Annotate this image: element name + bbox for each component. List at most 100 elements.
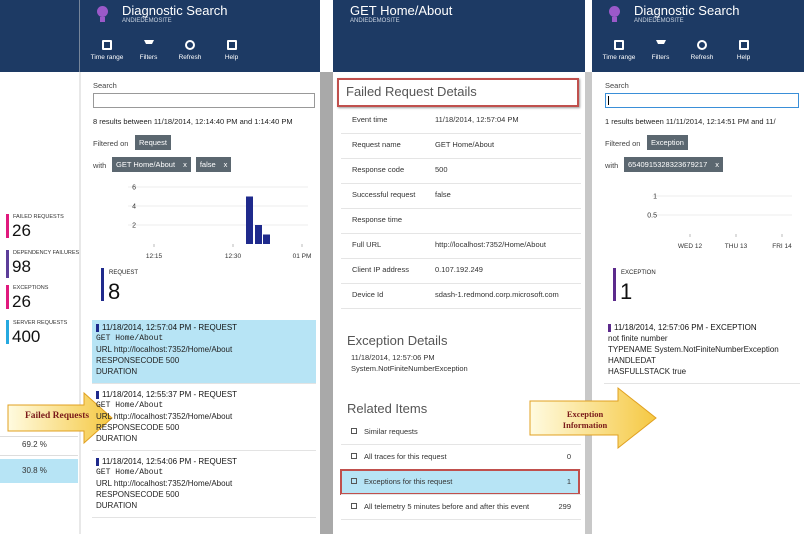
metric-bar [6, 285, 9, 309]
result-item[interactable] [92, 387, 316, 451]
with-chip[interactable]: false x [195, 157, 232, 172]
related-icon [351, 428, 357, 434]
toolbar-label[interactable]: Filters [139, 54, 158, 61]
toolbar-label[interactable]: Refresh [690, 54, 714, 61]
related-count: 0 [566, 452, 571, 461]
field-label: Successful request [352, 190, 416, 199]
field-label: Request name [352, 140, 401, 149]
field-row [341, 209, 581, 234]
chip-close[interactable]: x [715, 160, 720, 169]
toolbar-label[interactable]: Help [736, 54, 751, 61]
results-text: 1 results between 11/11/2014, 12:14:51 P… [605, 117, 776, 126]
field-value: http://localhost:7352/Home/About [435, 240, 546, 249]
toolbar-icon[interactable] [738, 40, 749, 50]
x-tick-label: THU 13 [725, 243, 748, 250]
result-item[interactable] [92, 320, 316, 384]
with-label: with [605, 161, 619, 170]
toolbar-icon[interactable] [102, 40, 112, 50]
blade-icon [97, 6, 108, 17]
toolbar-icon[interactable] [226, 40, 237, 50]
item-marker [608, 324, 611, 332]
toolbar-icon[interactable] [655, 40, 666, 48]
percent-row [0, 436, 78, 456]
item-line: HASFULLSTACK true [608, 367, 687, 376]
toolbar-label[interactable]: Filters [651, 54, 670, 61]
item-marker [96, 458, 99, 466]
metric-label: SERVER REQUESTS [13, 320, 68, 326]
percent-label: 69.2 % [22, 440, 47, 449]
x-tick-label: FRI 14 [772, 243, 792, 250]
section-title: Failed Request Details [346, 84, 477, 99]
percent-label: 30.8 % [22, 466, 47, 475]
toolbar-label[interactable]: Refresh [178, 54, 202, 61]
with-label: with [93, 161, 107, 170]
item-header: 11/18/2014, 12:55:37 PM - REQUEST [102, 390, 238, 399]
field-label: Full URL [352, 240, 382, 249]
metric-label: DEPENDENCY FAILURES [13, 250, 80, 256]
blade-title: GET Home/About [350, 3, 453, 18]
field-row [341, 259, 581, 284]
related-label: All traces for this request [364, 452, 447, 461]
filtered-label: Filtered on [605, 139, 641, 148]
filter-chip[interactable]: Request [135, 135, 171, 150]
toolbar-label[interactable]: Help [224, 54, 239, 61]
with-chip[interactable]: 6540915328323679217 x [624, 157, 724, 172]
metric-value: 98 [12, 257, 31, 276]
toolbar-icon[interactable] [185, 40, 195, 50]
x-tick-label: 12:30 [225, 253, 242, 260]
separator [585, 72, 592, 534]
callout-text: Failed Requests [24, 411, 90, 421]
caret [608, 96, 609, 105]
toolbar-icon[interactable] [614, 40, 624, 50]
field-label: Event time [352, 115, 388, 124]
related-row[interactable] [341, 420, 581, 445]
related-row[interactable] [341, 495, 581, 520]
toolbar-icon[interactable] [697, 40, 707, 50]
section-box [337, 78, 579, 107]
metric-value: 26 [12, 292, 31, 311]
exception-title: Exception Details [347, 333, 448, 348]
item-line: RESPONSECODE 500 [96, 490, 180, 499]
blade-subtitle: ANDIEDEMOSITE [122, 18, 172, 24]
exception-line: System.NotFiniteNumberException [351, 364, 468, 373]
item-line: RESPONSECODE 500 [96, 423, 180, 432]
x-tick-label: WED 12 [678, 243, 703, 250]
item-header: 11/18/2014, 12:57:04 PM - REQUEST [102, 323, 238, 332]
blade-subtitle: ANDIEDEMOSITE [350, 18, 400, 24]
results-text: 8 results between 11/18/2014, 12:14:40 P… [93, 117, 293, 126]
item-line: RESPONSECODE 500 [96, 356, 180, 365]
search-input[interactable] [605, 93, 799, 108]
toolbar-icon[interactable] [143, 40, 154, 48]
related-label: All telemetry 5 minutes before and after… [364, 502, 530, 511]
field-value: 500 [435, 165, 448, 174]
item-line: URL http://localhost:7352/Home/About [96, 412, 233, 421]
metric-label: FAILED REQUESTS [13, 214, 64, 220]
blade-icon [609, 6, 620, 17]
field-row [341, 184, 581, 209]
field-row [341, 234, 581, 259]
related-row[interactable] [341, 470, 581, 495]
toolbar-label[interactable]: Time range [90, 54, 124, 61]
callout-arrow [529, 386, 657, 450]
related-count: 299 [558, 502, 571, 511]
item-line: not finite number [608, 334, 668, 343]
filter-chip[interactable]: Exception [647, 135, 688, 150]
field-label: Response code [352, 165, 405, 174]
y-tick-label: 1 [653, 194, 657, 201]
search-input[interactable] [93, 93, 315, 108]
chip-close[interactable]: x [183, 160, 187, 169]
y-tick-label: 2 [132, 223, 136, 230]
result-item[interactable] [604, 320, 800, 384]
item-line: DURATION [96, 434, 138, 443]
field-row [341, 134, 581, 159]
chip-text: GET Home/About [116, 160, 176, 169]
chip-close[interactable]: x [223, 160, 228, 169]
result-item[interactable] [92, 454, 316, 518]
related-label: Similar requests [364, 427, 418, 436]
item-line: DURATION [96, 501, 138, 510]
blade-title: Diagnostic Search [634, 3, 740, 18]
with-chip[interactable]: GET Home/About x [112, 157, 191, 172]
toolbar-label[interactable]: Time range [602, 54, 636, 61]
related-icon [351, 453, 357, 459]
